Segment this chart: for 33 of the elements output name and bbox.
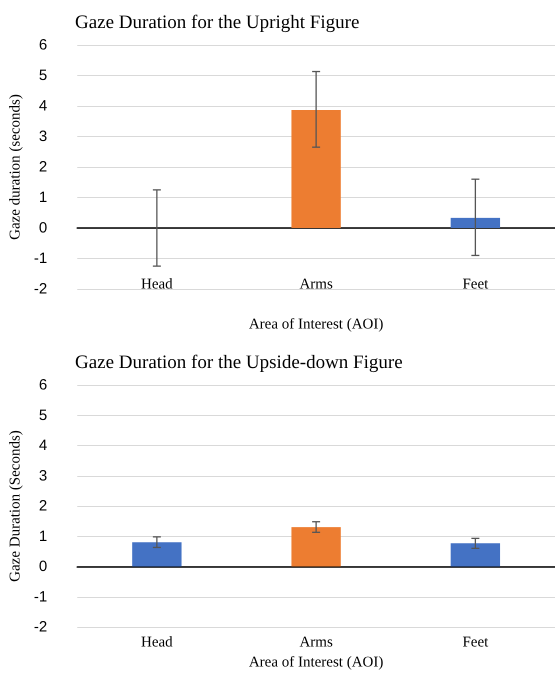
y-tick-label: 1: [38, 189, 48, 206]
y-tick-label: 6: [38, 36, 48, 54]
y-tick-label: -1: [34, 588, 48, 606]
y-axis-title: Gaze duration (seconds): [8, 94, 24, 240]
y-tick-label: -2: [34, 280, 48, 298]
x-tick-label: Arms: [299, 276, 333, 292]
y-tick-label: 2: [38, 158, 48, 176]
x-tick-label: Head: [141, 634, 174, 650]
x-tick-label: Feet: [462, 276, 490, 292]
y-tick-label: -1: [34, 250, 48, 267]
y-tick-label: 3: [38, 467, 48, 484]
x-axis-title: Area of Interest (AOI): [248, 316, 384, 332]
y-tick-label: 2: [38, 498, 48, 514]
bar: [291, 527, 341, 566]
x-tick-label: Arms: [299, 634, 333, 650]
y-tick-label: 0: [38, 558, 48, 575]
y-tick-label: 6: [38, 376, 48, 394]
x-axis-title: Area of Interest (AOI): [248, 654, 384, 670]
y-axis-title: Gaze Duration (Seconds): [8, 430, 24, 582]
chart-title: Gaze Duration for the Upright Figure: [75, 12, 360, 33]
y-tick-label: 5: [38, 67, 48, 84]
x-tick-label: Feet: [462, 634, 490, 650]
y-tick-label: 1: [38, 528, 48, 545]
y-tick-label: 0: [38, 220, 48, 236]
y-tick-label: 4: [38, 98, 48, 114]
bar: [450, 543, 500, 566]
bar: [132, 542, 182, 566]
y-tick-label: -2: [34, 618, 48, 636]
x-tick-label: Head: [141, 276, 174, 292]
chart-title: Gaze Duration for the Upside-down Figure: [75, 352, 403, 373]
y-tick-label: 3: [38, 128, 48, 145]
y-tick-label: 5: [38, 406, 48, 424]
y-tick-label: 4: [38, 437, 48, 454]
